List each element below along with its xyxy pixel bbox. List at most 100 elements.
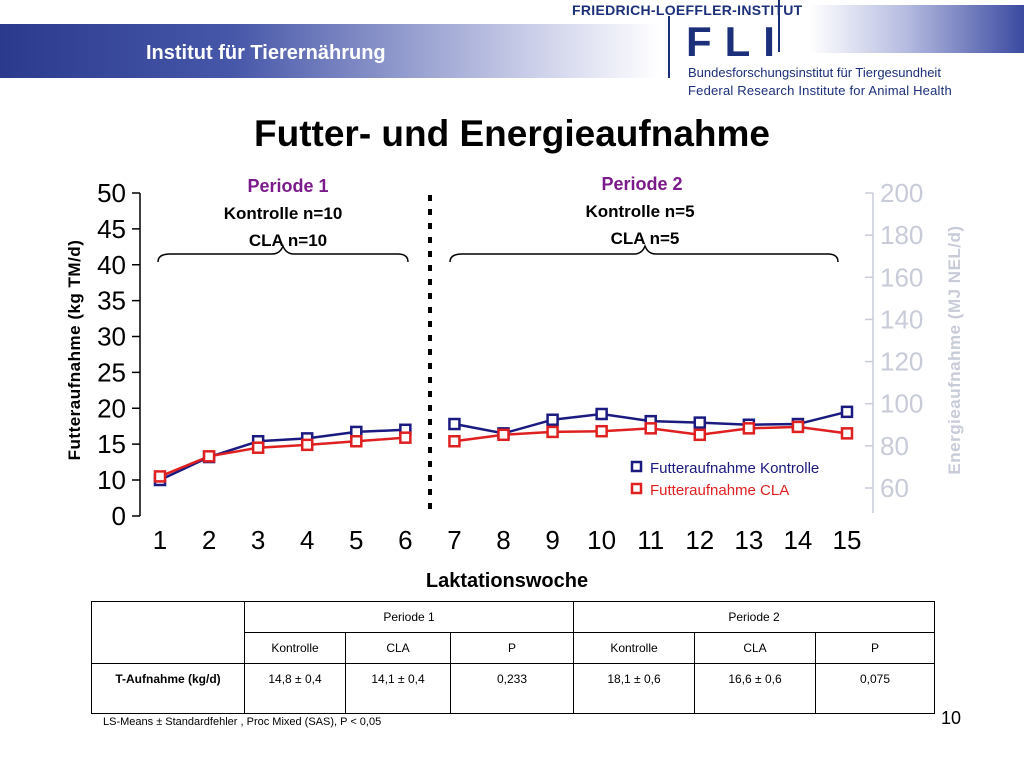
x-tick-label: 13 (734, 525, 763, 555)
data-point-cla (693, 428, 707, 442)
period-1-brace (157, 243, 409, 263)
data-point-cla (644, 422, 657, 435)
x-tick-label: 12 (685, 525, 714, 555)
y2-tick-label: 180 (880, 220, 923, 250)
x-tick-label: 5 (349, 525, 363, 555)
data-point-cla (546, 425, 559, 439)
x-ticks: 1 2 3 4 5 6 7 8 9 10 11 12 13 14 15 (153, 525, 862, 555)
results-table: Periode 1 Periode 2 Kontrolle CLA P Kont… (91, 601, 935, 714)
data-point-kontrolle (546, 413, 559, 426)
table-subheader: CLA (345, 632, 451, 664)
x-tick-label: 15 (833, 525, 862, 555)
data-point-kontrolle (840, 405, 854, 419)
y-tick-label: 35 (97, 286, 126, 316)
y-tick-label: 10 (97, 465, 126, 495)
table-cell-empty (91, 601, 245, 664)
x-tick-label: 6 (398, 525, 412, 555)
y2-tick-label: 60 (880, 473, 909, 503)
y-tick-label: 50 (97, 178, 126, 208)
period-2-brace (449, 243, 839, 263)
period-2-label: Periode 2 (601, 174, 682, 194)
x-tick-label: 2 (202, 525, 216, 555)
table-subheader: P (450, 632, 574, 664)
x-tick-label: 10 (587, 525, 616, 555)
data-point-kontrolle (448, 417, 461, 431)
y2-tick-label: 200 (880, 178, 923, 208)
page-title: Futter- und Energieaufnahme (254, 113, 770, 154)
data-point-cla (399, 431, 412, 444)
table-subheader: Kontrolle (244, 632, 346, 664)
legend-label-kontrolle: Futteraufnahme Kontrolle (650, 460, 819, 477)
series-line-kontrolle (159, 428, 406, 482)
legend-label-cla: Futteraufnahme CLA (650, 482, 789, 499)
data-point-kontrolle (595, 407, 608, 421)
table-header-period-1: Periode 1 (244, 601, 574, 633)
y2-tick-label: 120 (880, 347, 923, 377)
period-1-cla: CLA n=10 (249, 231, 327, 250)
data-point-cla (202, 450, 216, 463)
y-ticks: 0 10 15 20 25 30 35 40 45 50 (97, 178, 140, 531)
period-2-control: Kontrolle n=5 (585, 202, 694, 221)
data-point-cla (153, 470, 167, 483)
y-tick-label: 40 (97, 250, 126, 280)
y-tick-label: 15 (97, 429, 126, 459)
institute-name: Institut für Tierernährung (146, 42, 386, 64)
table-cell: 18,1 ± 0,6 (573, 663, 695, 714)
table-cell: 0,233 (450, 663, 574, 714)
series-points (153, 405, 854, 487)
table-cell: 0,075 (815, 663, 935, 714)
table-row: Periode 1 Periode 2 (91, 601, 935, 664)
y-tick-label: 20 (97, 393, 126, 423)
table-subheader: Kontrolle (573, 632, 695, 664)
data-point-cla (497, 428, 510, 442)
data-point-cla (251, 441, 265, 454)
x-tick-label: 3 (251, 525, 265, 555)
table-row-label: T-Aufnahme (kg/d) (91, 663, 245, 714)
y-axis-label: Futteraufnahme (kg TM/d) (65, 240, 84, 461)
y-tick-label: 45 (97, 214, 126, 244)
data-point-kontrolle (693, 416, 707, 429)
data-point-cla (448, 435, 461, 448)
x-tick-label: 8 (496, 525, 510, 555)
y2-tick-label: 140 (880, 304, 923, 334)
table-subheader: CLA (694, 632, 816, 664)
fli-logo: FLI (686, 18, 788, 65)
x-tick-label: 7 (447, 525, 461, 555)
y2-tick-label: 100 (880, 389, 923, 419)
y2-tick-label: 80 (880, 431, 909, 461)
data-point-cla (595, 424, 608, 438)
x-tick-label: 1 (153, 525, 167, 555)
fli-subtitle-de: Bundesforschungsinstitut für Tiergesundh… (688, 65, 941, 80)
data-point-cla (840, 427, 854, 440)
table-cell: 14,1 ± 0,4 (345, 663, 451, 714)
x-tick-label: 11 (637, 525, 664, 555)
y2-axis-label: Energieaufnahme (MJ NEL/d) (945, 225, 964, 474)
fli-subtitle-en: Federal Research Institute for Animal He… (688, 83, 952, 98)
data-point-cla (742, 422, 756, 435)
y-tick-label: 25 (97, 357, 126, 387)
header-band-right (810, 5, 1024, 53)
legend-marker-kontrolle (630, 460, 643, 473)
data-point-cla (300, 438, 314, 452)
fli-name: FRIEDRICH-LOEFFLER-INSTITUT (572, 2, 803, 18)
data-point-cla (350, 435, 363, 448)
table-cell: 16,6 ± 0,6 (694, 663, 816, 714)
y2-tick-label: 160 (880, 262, 923, 292)
x-tick-label: 9 (545, 525, 559, 555)
x-tick-label: 14 (783, 525, 812, 555)
series-line-cla (159, 436, 406, 478)
legend-marker-cla (630, 482, 643, 495)
footnote: LS-Means ± Standardfehler , Proc Mixed (… (103, 716, 382, 728)
table-cell: 14,8 ± 0,4 (244, 663, 346, 714)
y-tick-label: 0 (112, 501, 126, 531)
period-1-label: Periode 1 (247, 176, 328, 196)
header-band (0, 24, 660, 78)
x-tick-label: 4 (300, 525, 314, 555)
x-axis-label: Laktationswoche (426, 570, 588, 592)
period-1-control: Kontrolle n=10 (224, 204, 343, 223)
page-number: 10 (941, 708, 962, 728)
table-header-period-2: Periode 2 (573, 601, 935, 633)
period-2-cla: CLA n=5 (611, 229, 680, 248)
logo-divider-top (778, 0, 780, 52)
